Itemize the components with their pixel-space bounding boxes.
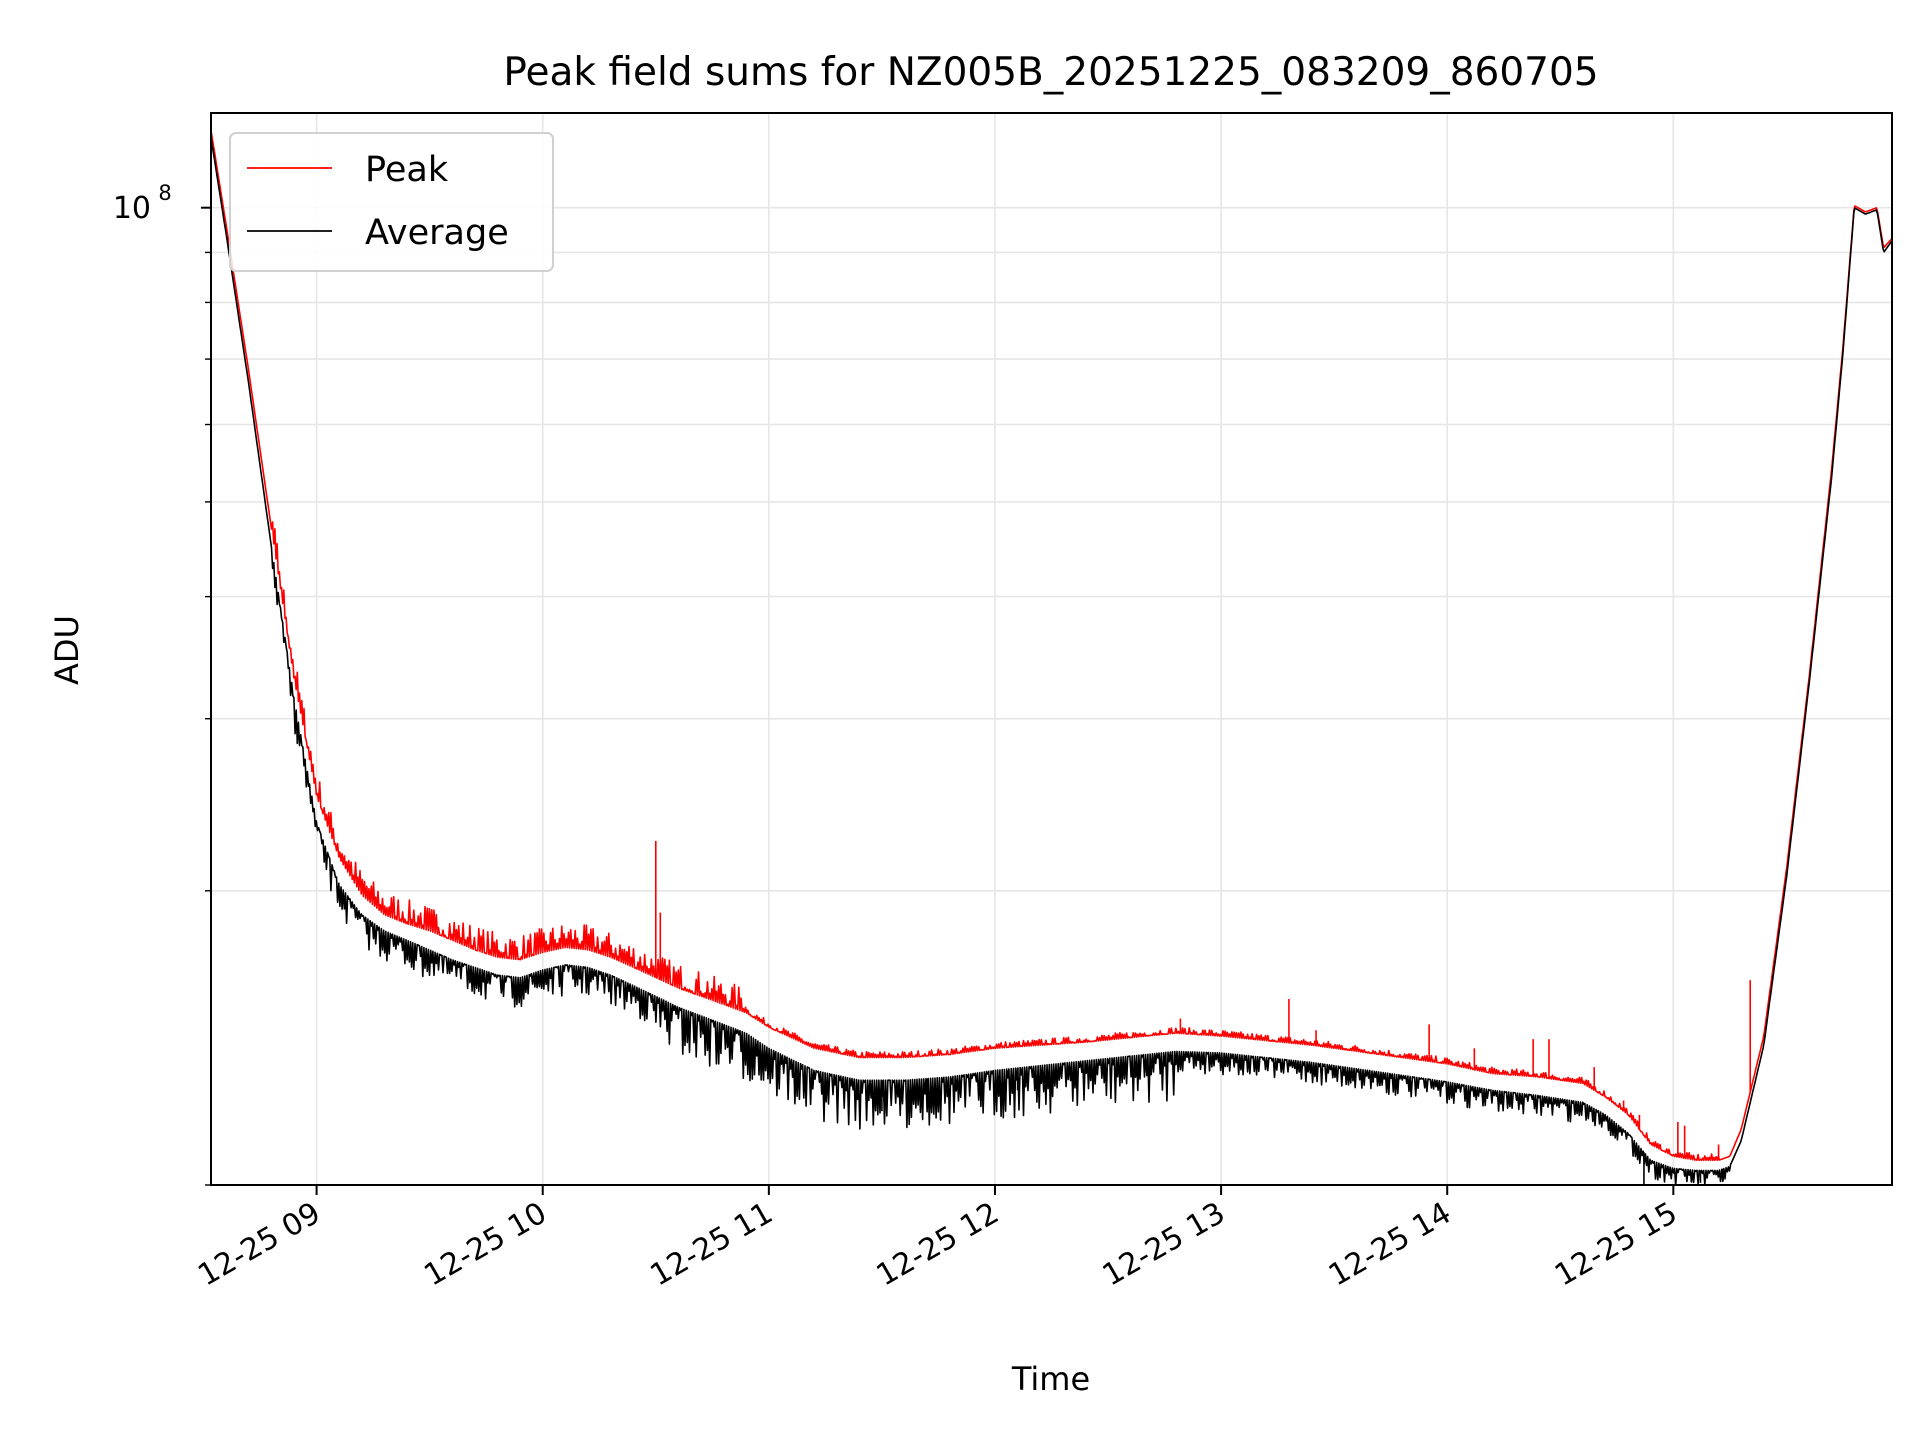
legend: Peak Average [229, 132, 554, 272]
series-layer [211, 130, 1892, 1185]
x-axis-label: Time [1011, 1360, 1090, 1398]
y-tick-base: 10 [113, 191, 151, 226]
plot-frame [210, 112, 1893, 1186]
series-line-average [211, 137, 1892, 1185]
y-tick-exponent: 8 [158, 181, 171, 205]
y-axis-label: ADU [48, 615, 86, 685]
y-tick-label-1e8: 10 8 [113, 181, 172, 226]
legend-label-average: Average [365, 213, 509, 253]
series-line-peak [211, 130, 1892, 1162]
legend-label-peak: Peak [365, 150, 449, 190]
chart-title: Peak field sums for NZ005B_20251225_0832… [503, 50, 1598, 95]
